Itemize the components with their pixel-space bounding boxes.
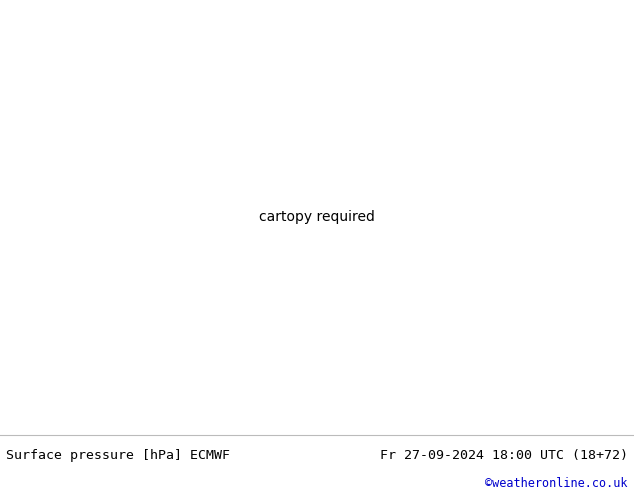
Text: Fr 27-09-2024 18:00 UTC (18+72): Fr 27-09-2024 18:00 UTC (18+72) [380, 448, 628, 462]
Text: ©weatheronline.co.uk: ©weatheronline.co.uk [485, 477, 628, 490]
Text: Surface pressure [hPa] ECMWF: Surface pressure [hPa] ECMWF [6, 448, 230, 462]
Text: cartopy required: cartopy required [259, 210, 375, 224]
